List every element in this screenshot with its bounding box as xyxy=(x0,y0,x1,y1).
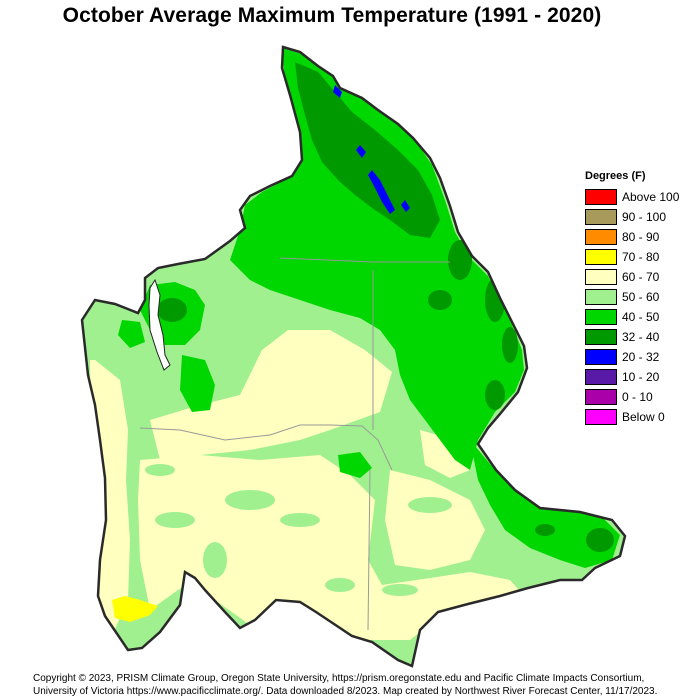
legend-label: 50 - 60 xyxy=(622,290,660,304)
legend-label: Below 0 xyxy=(622,410,665,424)
map-title: October Average Maximum Temperature (199… xyxy=(62,4,602,27)
footer: Copyright © 2023, PRISM Climate Group, O… xyxy=(33,672,693,698)
puget-sound xyxy=(148,278,171,371)
legend-swatch xyxy=(585,209,617,225)
legend-item: 10 - 20 xyxy=(585,367,690,387)
basin-outline xyxy=(80,45,627,668)
legend-label: 40 - 50 xyxy=(622,310,660,324)
legend-title: Degrees (F) xyxy=(585,170,646,182)
hot-spot xyxy=(112,596,158,622)
legend-label: Above 100 xyxy=(622,190,680,204)
legend-item: 20 - 32 xyxy=(585,347,690,367)
legend-swatch xyxy=(585,189,617,205)
high-terrain xyxy=(157,62,614,552)
legend-swatch xyxy=(585,349,617,365)
legend-item: 90 - 100 xyxy=(585,207,690,227)
legend-item: 70 - 80 xyxy=(585,247,690,267)
legend-item: 40 - 50 xyxy=(585,307,690,327)
legend-swatch xyxy=(585,409,617,425)
legend-items: Above 100 90 - 100 80 - 90 70 - 80 60 - 70 50… xyxy=(585,187,690,427)
legend-swatch xyxy=(585,229,617,245)
legend-swatch xyxy=(585,269,617,285)
legend-swatch xyxy=(585,289,617,305)
legend-swatch xyxy=(585,389,617,405)
legend-label: 32 - 40 xyxy=(622,330,660,344)
legend-item: 50 - 60 xyxy=(585,287,690,307)
legend-item: 32 - 40 xyxy=(585,327,690,347)
copyright-line-1: Copyright © 2023, PRISM Climate Group, O… xyxy=(33,673,645,684)
copyright-line-2: University of Victoria https://www.pacif… xyxy=(33,686,658,697)
highest-peaks xyxy=(333,85,410,214)
legend-item: Below 0 xyxy=(585,407,690,427)
state-borders xyxy=(139,257,450,631)
legend-item: 60 - 70 xyxy=(585,267,690,287)
legend-swatch xyxy=(585,309,617,325)
legend-label: 80 - 90 xyxy=(622,230,660,244)
legend: Degrees (F) Above 100 90 - 100 80 - 90 70 -… xyxy=(585,170,690,427)
legend-item: 0 - 10 xyxy=(585,387,690,407)
legend-label: 60 - 70 xyxy=(622,270,660,284)
legend-swatch xyxy=(585,329,617,345)
legend-swatch xyxy=(585,249,617,265)
legend-item: Above 100 xyxy=(585,187,690,207)
legend-item: 80 - 90 xyxy=(585,227,690,247)
legend-label: 0 - 10 xyxy=(622,390,653,404)
legend-label: 90 - 100 xyxy=(622,210,667,224)
legend-label: 70 - 80 xyxy=(622,250,660,264)
legend-label: 10 - 20 xyxy=(622,370,660,384)
legend-swatch xyxy=(585,369,617,385)
legend-label: 20 - 32 xyxy=(622,350,660,364)
